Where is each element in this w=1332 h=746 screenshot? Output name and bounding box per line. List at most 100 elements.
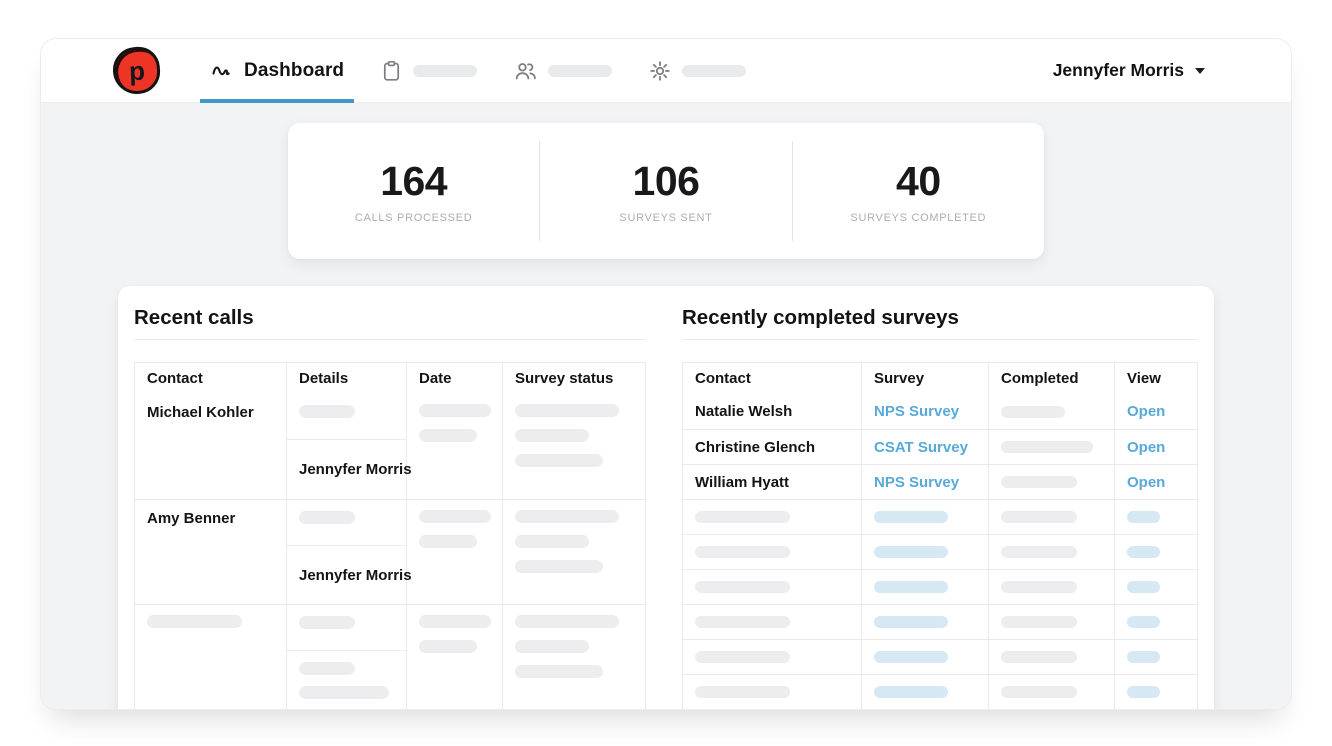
recent-surveys-section: Recently completed surveys Contact Surve… — [682, 306, 1198, 709]
placeholder-bar — [515, 429, 589, 442]
column-header: Completed — [989, 363, 1115, 394]
details-top-subcell — [287, 394, 406, 440]
placeholder-bar — [419, 615, 491, 628]
status-placeholders — [515, 508, 633, 573]
survey-link[interactable]: NPS Survey — [874, 403, 960, 420]
placeholder-bar — [515, 665, 603, 678]
placeholder-bar — [515, 454, 603, 467]
table-row — [135, 604, 645, 709]
placeholder-bar — [1001, 441, 1093, 453]
tab-dashboard-label: Dashboard — [244, 59, 345, 81]
completed-cell — [989, 430, 1115, 464]
survey-status-cell — [503, 394, 645, 499]
divider — [539, 141, 541, 241]
top-navbar: p Dashboard — [41, 39, 1291, 103]
contact-cell — [683, 640, 862, 674]
date-placeholders — [419, 613, 491, 653]
contact-cell: Christine Glench — [683, 430, 862, 464]
survey-cell: CSAT Survey — [862, 430, 989, 464]
view-cell: Open — [1115, 430, 1197, 464]
app-window: p Dashboard — [40, 38, 1292, 710]
column-header: Date — [407, 363, 503, 394]
status-placeholders — [515, 613, 633, 678]
tables-card: Recent calls Contact Details Date Survey… — [118, 286, 1214, 709]
survey-cell: NPS Survey — [862, 465, 989, 499]
view-cell — [1115, 535, 1197, 569]
tab-label-placeholder — [682, 64, 747, 77]
view-cell — [1115, 570, 1197, 604]
table-row — [683, 534, 1197, 569]
placeholder-bar — [147, 615, 242, 628]
table-row: Amy Benner Jennyfer Morris — [135, 499, 645, 604]
activity-icon — [210, 59, 234, 83]
table-row: Christine Glench CSAT Survey Open — [683, 429, 1197, 464]
table-row — [683, 569, 1197, 604]
completed-cell — [989, 605, 1115, 639]
completed-cell — [989, 394, 1115, 429]
recent-calls-section: Recent calls Contact Details Date Survey… — [134, 306, 646, 709]
placeholder-bar — [874, 686, 948, 698]
details-top-subcell — [287, 500, 406, 546]
placeholder-bar — [299, 616, 355, 629]
brand-logo[interactable]: p — [111, 45, 162, 96]
column-header: Survey status — [515, 370, 614, 387]
placeholder-bar — [1127, 651, 1160, 663]
stats-card: 164 CALLS PROCESSED 106 SURVEYS SENT 40 … — [288, 123, 1044, 259]
details-bottom-subcell: Jennyfer Morris — [287, 546, 412, 604]
placeholder-bar — [695, 581, 790, 593]
survey-link[interactable]: CSAT Survey — [874, 438, 968, 456]
view-cell — [1115, 605, 1197, 639]
nav-tabs: Dashboard — [200, 39, 756, 103]
date-cell — [407, 394, 503, 499]
placeholder-bar — [1127, 511, 1160, 523]
recent-calls-table: Contact Details Date Survey status Micha… — [134, 362, 646, 709]
stat-label: SURVEYS SENT — [619, 212, 713, 224]
tab-contacts[interactable] — [503, 39, 622, 103]
people-icon — [513, 59, 538, 83]
stat-calls-processed: 164 CALLS PROCESSED — [288, 123, 539, 259]
survey-cell: NPS Survey — [862, 394, 989, 429]
placeholder-bar — [1001, 581, 1077, 593]
contact-name: William Hyatt — [695, 473, 790, 491]
contact-cell — [683, 605, 862, 639]
details-bottom-subcell — [287, 651, 406, 709]
agent-name: Jennyfer Morris — [299, 566, 412, 584]
placeholder-bar — [695, 651, 790, 663]
table-row — [683, 499, 1197, 534]
contact-cell: Michael Kohler — [135, 394, 287, 499]
placeholder-bar — [419, 404, 491, 417]
contact-name: Michael Kohler — [147, 404, 254, 421]
date-cell — [407, 605, 503, 709]
tab-dashboard[interactable]: Dashboard — [200, 39, 355, 103]
table-row: William Hyatt NPS Survey Open — [683, 464, 1197, 499]
column-header: Contact — [135, 363, 287, 394]
view-cell — [1115, 500, 1197, 534]
survey-link[interactable]: NPS Survey — [874, 473, 960, 491]
survey-cell — [862, 675, 989, 709]
user-menu[interactable]: Jennyfer Morris — [1053, 60, 1205, 81]
tab-settings[interactable] — [638, 39, 756, 103]
completed-cell — [989, 535, 1115, 569]
survey-status-cell — [503, 500, 645, 604]
placeholder-bar — [874, 581, 948, 593]
open-link[interactable]: Open — [1127, 403, 1166, 420]
open-link[interactable]: Open — [1127, 438, 1166, 456]
contact-cell — [683, 675, 862, 709]
details-cell: Jennyfer Morris — [287, 394, 412, 499]
table-row: Natalie Welsh NPS Survey Open — [683, 394, 1197, 429]
contact-cell: Amy Benner — [135, 500, 287, 604]
placeholder-bar — [874, 651, 948, 663]
details-cell: Jennyfer Morris — [287, 500, 412, 604]
table-header-row: Contact Details Date Survey status — [135, 363, 645, 394]
placeholder-bar — [419, 510, 491, 523]
placeholder-bar — [1127, 686, 1160, 698]
tab-surveys[interactable] — [370, 39, 487, 103]
placeholder-bar — [695, 511, 790, 523]
survey-cell — [862, 500, 989, 534]
chevron-down-icon — [1195, 67, 1205, 74]
placeholder-bar — [1001, 476, 1077, 488]
view-cell — [1115, 640, 1197, 674]
recent-surveys-title: Recently completed surveys — [682, 306, 1198, 340]
contact-cell — [683, 570, 862, 604]
open-link[interactable]: Open — [1127, 473, 1166, 491]
